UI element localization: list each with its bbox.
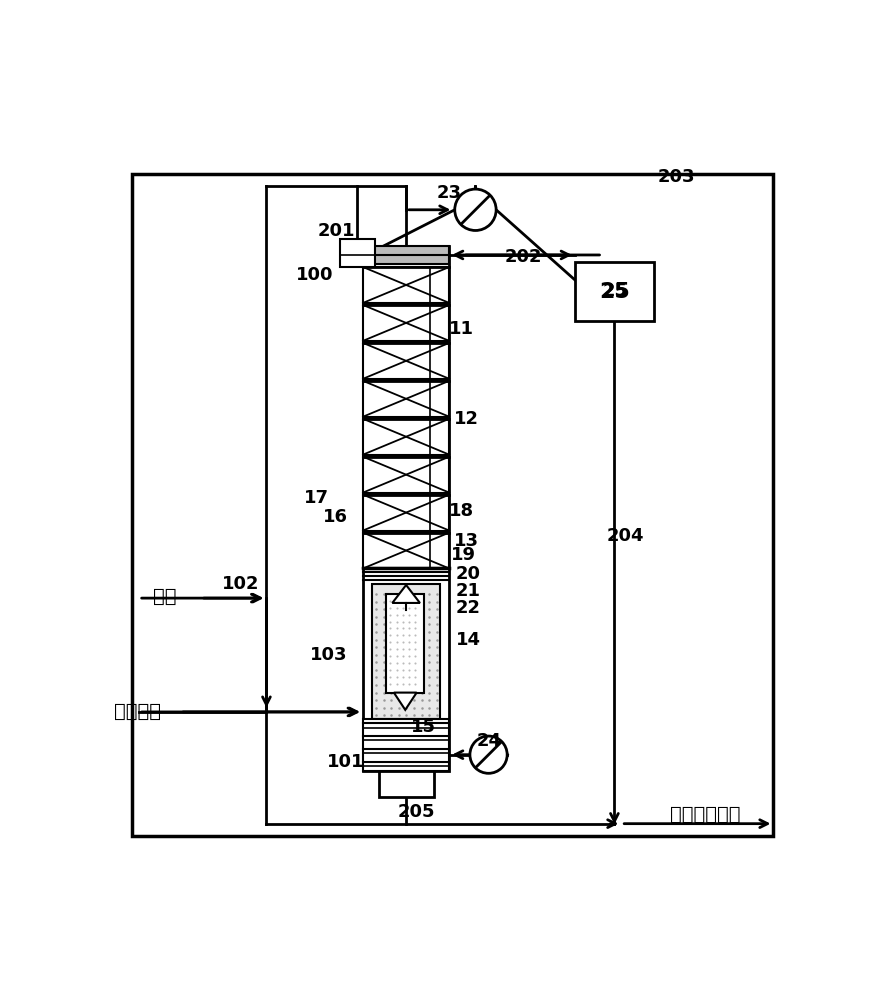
Text: 20: 20 (456, 565, 481, 583)
Text: 202: 202 (505, 248, 543, 266)
Bar (363, 246, 449, 264)
Bar (575, 262, 654, 321)
Text: 201: 201 (318, 222, 355, 240)
Text: 18: 18 (449, 502, 474, 520)
Text: 11: 11 (449, 320, 473, 338)
Text: 24: 24 (477, 732, 502, 750)
Bar (363, 719, 449, 771)
Bar (363, 419, 449, 455)
Text: 12: 12 (454, 410, 479, 428)
Bar (363, 533, 449, 568)
Bar (363, 381, 449, 417)
Text: 19: 19 (450, 546, 475, 564)
Text: 14: 14 (456, 631, 481, 649)
Text: 甲醇: 甲醇 (153, 587, 177, 606)
Bar (363, 267, 449, 303)
Bar (363, 457, 449, 493)
Text: 103: 103 (310, 646, 347, 664)
Text: 13: 13 (454, 532, 479, 550)
Text: 17: 17 (304, 489, 329, 507)
Bar (363, 343, 449, 379)
Bar (378, 771, 433, 797)
Text: 203: 203 (658, 168, 696, 186)
Bar (363, 495, 449, 531)
Text: 醚化汽油产物: 醚化汽油产物 (670, 805, 740, 824)
Bar (386, 594, 425, 693)
Bar (372, 584, 441, 719)
Bar (363, 305, 449, 341)
Polygon shape (394, 693, 417, 710)
Text: 25: 25 (603, 282, 627, 300)
Text: 101: 101 (327, 753, 365, 771)
Text: 21: 21 (456, 582, 481, 600)
Text: 100: 100 (296, 266, 334, 284)
Bar (363, 246, 449, 771)
Text: 102: 102 (222, 575, 260, 593)
Circle shape (455, 189, 496, 230)
Text: 205: 205 (398, 803, 435, 821)
Text: 204: 204 (606, 527, 643, 545)
Bar (340, 239, 375, 267)
Text: 汽油原料: 汽油原料 (114, 702, 161, 721)
Text: 25: 25 (599, 282, 630, 302)
Text: 22: 22 (456, 599, 481, 617)
Text: 23: 23 (437, 184, 462, 202)
Circle shape (470, 736, 507, 773)
Polygon shape (392, 585, 420, 603)
Text: 15: 15 (411, 718, 436, 736)
Text: 16: 16 (323, 508, 348, 526)
